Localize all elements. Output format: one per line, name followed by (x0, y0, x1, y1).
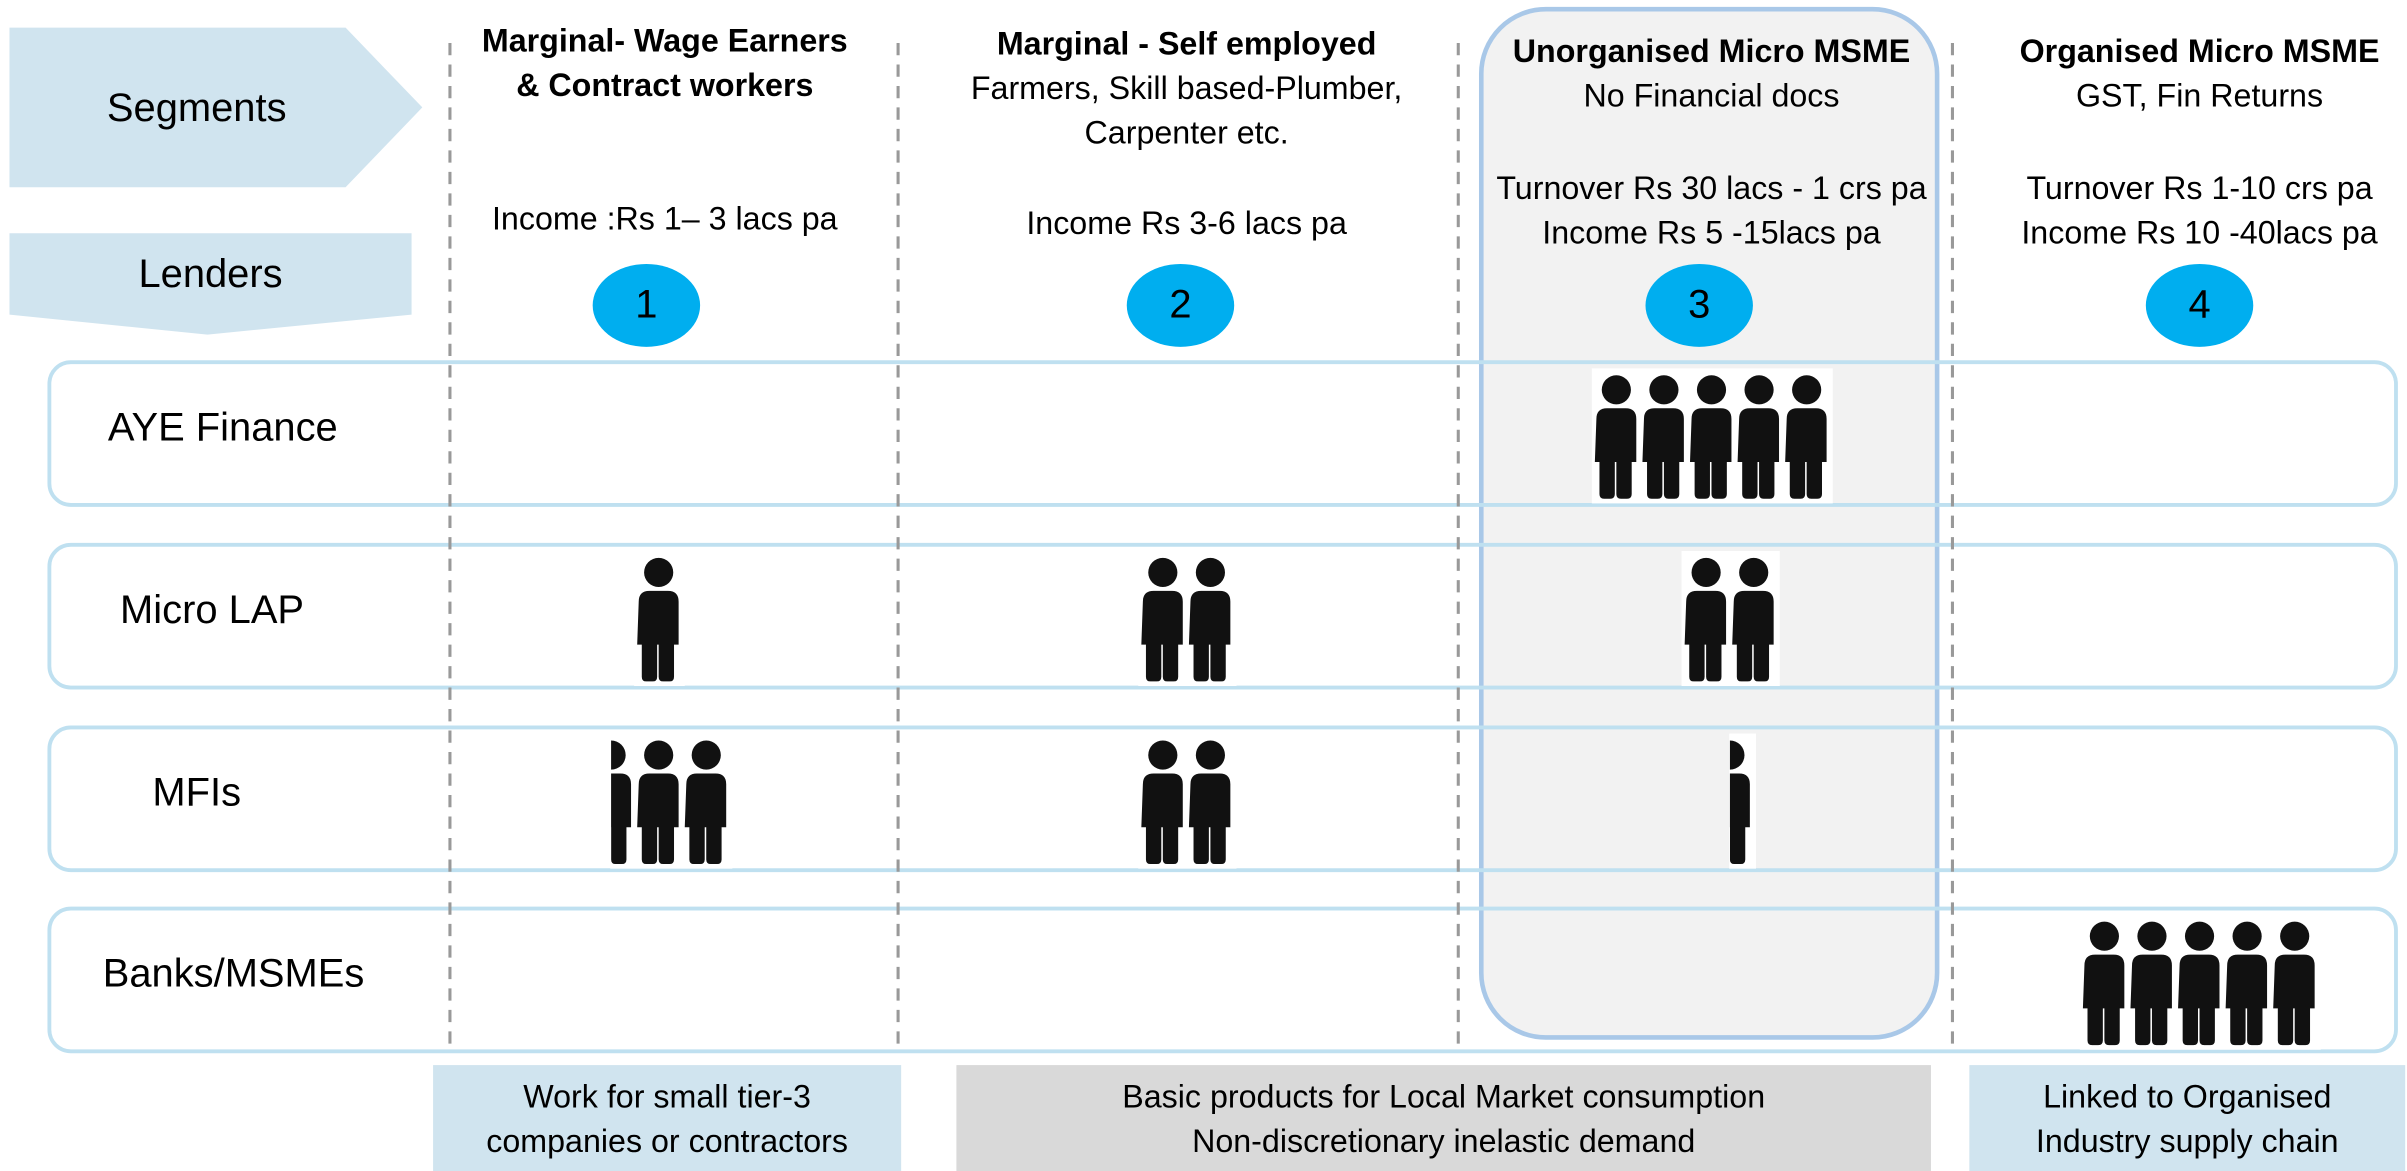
footer-text: companies or contractors (486, 1123, 848, 1159)
person-body (1737, 408, 1780, 499)
lenders-arrow (9, 233, 412, 335)
column-title: & Contract workers (516, 67, 813, 103)
person-body (637, 590, 679, 682)
person-head (1739, 557, 1769, 588)
footer-box (956, 1065, 1931, 1171)
person-head (644, 557, 674, 588)
column-income: Income Rs 3-6 lacs pa (1026, 205, 1347, 241)
person-body (637, 773, 679, 865)
person-body (2225, 954, 2268, 1046)
person-icons (1681, 550, 1780, 687)
person-head (2184, 921, 2215, 951)
person-head (2137, 921, 2167, 951)
partial-person (611, 740, 632, 865)
person-icons (1591, 368, 1833, 504)
lender-row (47, 725, 2398, 873)
person-head (1148, 740, 1178, 770)
person-head (1649, 375, 1679, 405)
person-body (1785, 408, 1827, 499)
person-head (1195, 740, 1225, 770)
person-body (1690, 408, 1732, 499)
column-description: No Financial docs (1583, 78, 1839, 114)
person-head (1601, 375, 1631, 405)
column-income: Income Rs 5 -15lacs pa (1542, 214, 1881, 250)
footer-text: Work for small tier-3 (523, 1078, 811, 1114)
person-head (1691, 557, 1721, 588)
person-head (2089, 921, 2119, 951)
person-head (1729, 740, 1745, 770)
segment-number: 4 (2188, 282, 2210, 326)
person-head (644, 740, 674, 770)
person-body (1729, 773, 1750, 865)
person-body (1141, 773, 1183, 865)
person-head (2232, 921, 2262, 951)
column-income: Income :Rs 1– 3 lacs pa (492, 201, 838, 237)
segments-label: Segments (107, 86, 287, 130)
column-income: Income Rs 10 -40lacs pa (2021, 214, 2377, 250)
segment-badge (1645, 263, 1753, 347)
person-icons (634, 550, 685, 687)
column-title: Marginal - Self employed (997, 26, 1377, 62)
person-icons (1138, 550, 1237, 687)
highlight-column (1478, 6, 1940, 1040)
person-head (1195, 557, 1225, 588)
footer-text: Non-discretionary inelastic demand (1192, 1123, 1695, 1159)
person-icons (2079, 914, 2321, 1050)
segment-badge (592, 263, 701, 347)
lender-label: Micro LAP (120, 588, 304, 632)
person-body (1732, 590, 1774, 682)
person-icons (610, 733, 733, 869)
person-head (691, 740, 721, 770)
person-body (684, 773, 727, 865)
column-title: Unorganised Micro MSME (1513, 33, 1910, 69)
person-head (1696, 375, 1727, 405)
person-body (1642, 408, 1684, 499)
column-description: Carpenter etc. (1085, 115, 1289, 151)
column-description: GST, Fin Returns (2076, 78, 2323, 114)
footer-text: Linked to Organised (2043, 1078, 2331, 1114)
segment-number: 3 (1688, 282, 1710, 326)
lender-row (47, 542, 2398, 690)
lender-row (47, 360, 2398, 507)
footer-box (1969, 1065, 2406, 1171)
footer-box (433, 1065, 902, 1171)
footer-text: Industry supply chain (2036, 1123, 2339, 1159)
dividers (448, 42, 1954, 1044)
person-body (1188, 590, 1231, 682)
person-body (611, 773, 632, 865)
person-icons (1729, 733, 1757, 869)
partial-person (1729, 740, 1750, 865)
person-body (1594, 408, 1637, 499)
lender-row (47, 906, 2398, 1054)
person-body (2130, 954, 2172, 1046)
person-body (2178, 954, 2220, 1046)
lender-label: Banks/MSMEs (103, 952, 365, 996)
column-income: Turnover Rs 30 lacs - 1 crs pa (1496, 170, 1926, 206)
person-body (1141, 590, 1183, 682)
column-income: Turnover Rs 1-10 crs pa (2026, 170, 2372, 206)
lenders-label: Lenders (138, 252, 282, 296)
person-head (2280, 921, 2310, 951)
footer-text: Basic products for Local Market consumpt… (1122, 1078, 1765, 1114)
lender-label: AYE Finance (108, 405, 338, 449)
segment-badge (2145, 263, 2254, 347)
person-head (1744, 375, 1774, 405)
column-title: Organised Micro MSME (2020, 33, 2380, 69)
segment-number: 2 (1169, 282, 1191, 326)
segments-arrow (9, 27, 423, 188)
column-title: Marginal- Wage Earners (482, 22, 848, 58)
person-icons (1138, 733, 1237, 869)
person-head (611, 740, 626, 770)
lender-label: MFIs (152, 771, 241, 815)
column-description: Farmers, Skill based-Plumber, (971, 70, 1403, 106)
segment-number: 1 (635, 282, 657, 326)
person-head (1148, 557, 1178, 588)
person-body (1684, 590, 1727, 682)
segment-badge (1126, 263, 1235, 347)
person-body (2082, 954, 2125, 1046)
person-head (1792, 375, 1822, 405)
person-body (1188, 773, 1231, 865)
person-body (2273, 954, 2315, 1046)
